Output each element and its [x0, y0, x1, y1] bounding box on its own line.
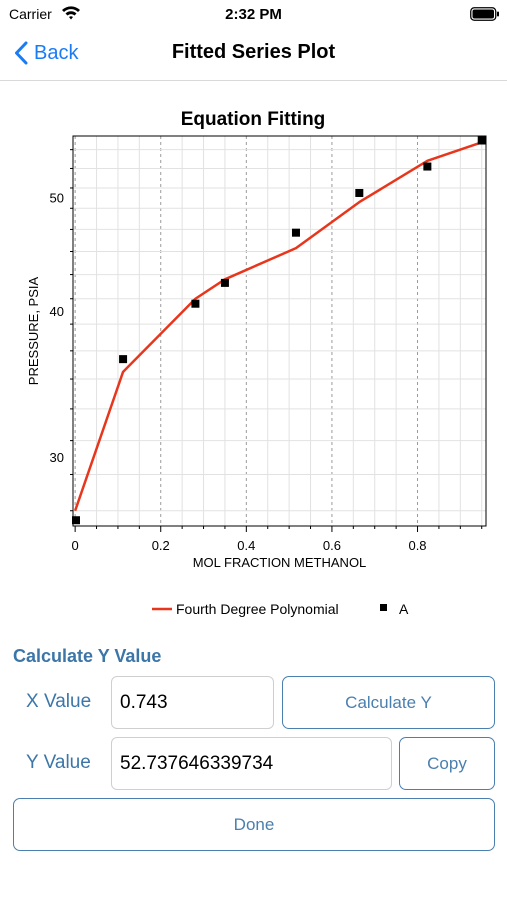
data-point-marker: [191, 299, 200, 308]
calculate-section-title: Calculate Y Value: [13, 646, 162, 666]
legend-label-data: A: [399, 601, 409, 617]
y-value-field[interactable]: [111, 737, 392, 790]
y-tick-label: 30: [50, 450, 64, 465]
navigation-bar: Back Fitted Series Plot: [0, 28, 507, 81]
data-point-marker: [119, 355, 128, 364]
chart-legend: Fourth Degree Polynomial A: [152, 601, 409, 617]
back-button-label: Back: [34, 41, 79, 64]
y-axis-label: PRESSURE, PSIA: [26, 276, 41, 385]
x-value-field[interactable]: [111, 676, 274, 729]
calculate-y-button[interactable]: Calculate Y: [282, 676, 495, 729]
chart-axes: 0 0.2 0.4 0.6 0.8 30 40 50: [50, 149, 483, 553]
data-point-marker: [220, 278, 229, 287]
x-tick-label: 0: [72, 538, 79, 553]
carrier-label: Carrier: [9, 6, 52, 22]
chart-series: [71, 136, 486, 525]
data-point-marker: [291, 228, 300, 237]
x-tick-label: 0.2: [152, 538, 170, 553]
data-point-marker: [71, 516, 80, 525]
chart: Equation Fitting 0 0.2 0.4 0.6 0.8 30 40 50 MOL…: [0, 96, 507, 626]
data-point-marker: [355, 188, 364, 197]
chart-svg: Equation Fitting 0 0.2 0.4 0.6 0.8 30 40 50 MOL…: [26, 109, 487, 617]
chart-grid: [73, 136, 486, 526]
data-point-marker: [477, 136, 486, 145]
legend-marker-swatch: [380, 604, 387, 611]
y-value-label: Y Value: [26, 752, 91, 773]
status-time: 2:32 PM: [225, 6, 282, 23]
page-title: Fitted Series Plot: [171, 41, 336, 63]
y-tick-label: 50: [50, 191, 64, 206]
x-tick-label: 0.8: [408, 538, 426, 553]
back-button[interactable]: Back: [14, 37, 78, 69]
legend-label-fit: Fourth Degree Polynomial: [176, 601, 339, 617]
wifi-icon: [61, 5, 81, 25]
chart-title: Equation Fitting: [181, 109, 326, 130]
plot-frame: [72, 135, 487, 527]
copy-button[interactable]: Copy: [399, 737, 495, 790]
data-point-marker: [423, 162, 432, 171]
chevron-left-icon: [15, 41, 28, 65]
x-axis-label: MOL FRACTION METHANOL: [193, 555, 367, 570]
x-tick-label: 0.4: [237, 538, 255, 553]
done-button[interactable]: Done: [13, 798, 495, 851]
status-bar: Carrier 2:32 PM: [0, 0, 507, 28]
x-value-label: X Value: [26, 691, 92, 712]
fit-line-series: [73, 141, 483, 512]
battery-icon: [470, 7, 500, 26]
y-tick-label: 40: [50, 304, 64, 319]
x-tick-label: 0.6: [323, 538, 341, 553]
